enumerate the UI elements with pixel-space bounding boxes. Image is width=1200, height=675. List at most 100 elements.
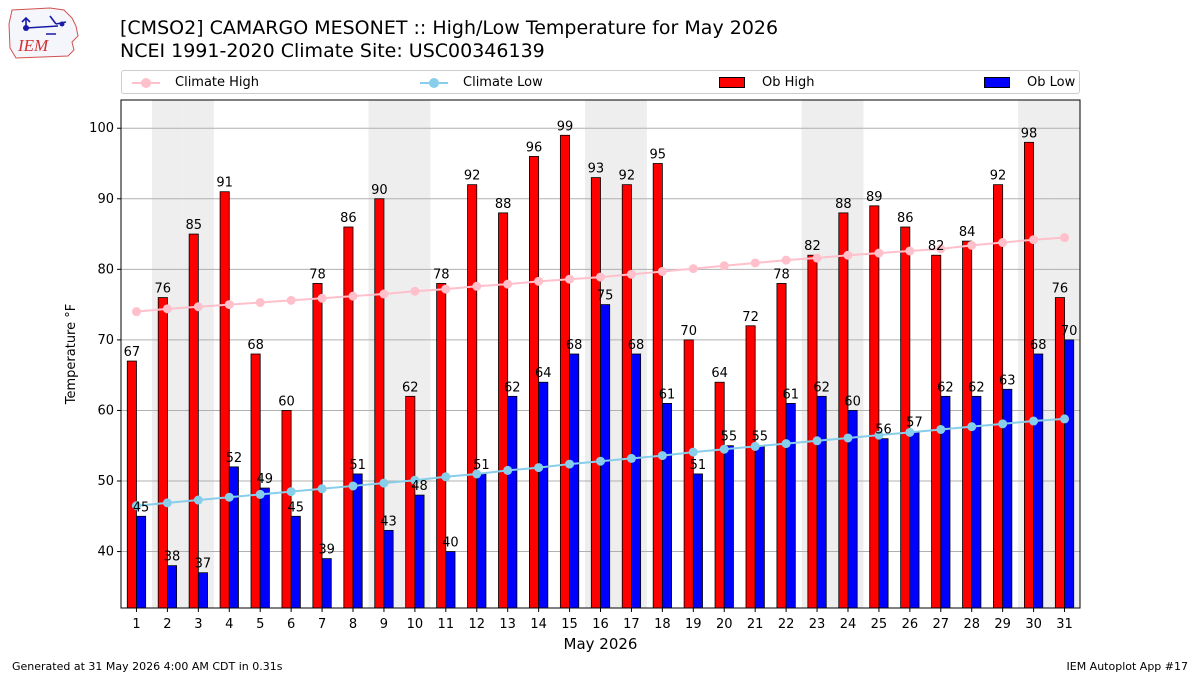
climate-low-point xyxy=(750,441,760,451)
ob-high-label: 76 xyxy=(155,282,172,297)
ob-high-label: 64 xyxy=(711,366,728,381)
ob-high-label: 88 xyxy=(495,197,512,212)
y-tick-label: 100 xyxy=(89,121,114,136)
ob-low-label: 62 xyxy=(813,380,830,395)
app-credit: IEM Autoplot App #17 xyxy=(1066,660,1189,673)
ob-low-bar xyxy=(723,445,734,609)
x-tick-label: 13 xyxy=(499,617,516,632)
chart-legend: Climate High Climate Low Ob High Ob Low xyxy=(121,70,1080,94)
x-tick-label: 11 xyxy=(438,617,455,632)
x-tick-label: 18 xyxy=(654,617,671,632)
x-tick-label: 7 xyxy=(318,617,326,632)
x-tick-label: 29 xyxy=(994,617,1011,632)
climate-low-point xyxy=(348,481,358,491)
climate-high-point xyxy=(565,274,575,284)
climate-low-point xyxy=(503,465,513,475)
ob-high-bar xyxy=(188,233,199,609)
ob-low-bar xyxy=(569,353,580,609)
ob-high-label: 82 xyxy=(804,239,821,254)
climate-high-point xyxy=(255,297,265,307)
x-tick-label: 31 xyxy=(1056,617,1073,632)
ob-low-label: 64 xyxy=(535,366,552,381)
climate-high-point xyxy=(874,248,884,258)
ob-low-bar xyxy=(259,487,270,609)
x-tick-label: 19 xyxy=(685,617,702,632)
ob-high-label: 92 xyxy=(619,169,636,184)
climate-high-point xyxy=(410,286,420,296)
climate-low-point xyxy=(410,475,420,485)
climate-high-point xyxy=(812,253,822,263)
ob-high-bar xyxy=(1023,141,1034,609)
ob-high-bar xyxy=(126,360,137,609)
climate-low-point xyxy=(657,451,667,461)
ob-high-bar xyxy=(529,156,540,609)
ob-high-label: 82 xyxy=(928,239,945,254)
chart-title: [CMSO2] CAMARGO MESONET :: High/Low Temp… xyxy=(120,17,779,39)
x-tick-label: 6 xyxy=(287,617,295,632)
legend-label: Climate High xyxy=(175,75,260,90)
ob-high-bar xyxy=(807,254,818,609)
ob-low-label: 48 xyxy=(411,479,428,494)
ob-high-label: 95 xyxy=(649,148,666,163)
ob-high-bar xyxy=(590,177,601,609)
climate-low-point xyxy=(812,436,822,446)
climate-high-point xyxy=(193,302,203,312)
climate-high-point xyxy=(936,244,946,254)
ob-low-bar xyxy=(507,395,518,609)
climate-high-point xyxy=(967,240,977,250)
climate-high-point xyxy=(503,279,513,289)
climate-low-point xyxy=(843,433,853,443)
ob-high-label: 72 xyxy=(742,310,759,325)
x-tick-label: 2 xyxy=(163,617,171,632)
climate-low-point xyxy=(472,469,482,479)
ob-low-label: 68 xyxy=(628,338,645,353)
climate-low-point xyxy=(224,492,234,502)
climate-high-marker-icon xyxy=(141,78,151,88)
y-tick-label: 80 xyxy=(97,262,114,277)
x-tick-label: 14 xyxy=(530,617,547,632)
ob-high-bar xyxy=(714,381,725,609)
ob-high-label: 89 xyxy=(866,190,883,205)
ob-low-swatch-icon xyxy=(984,77,1010,88)
ob-low-bar xyxy=(167,565,178,609)
climate-low-point xyxy=(781,439,791,449)
climate-high-point xyxy=(224,300,234,310)
climate-high-point xyxy=(348,291,358,301)
climate-low-point xyxy=(534,463,544,473)
climate-high-point xyxy=(998,238,1008,248)
climate-low-point xyxy=(998,419,1008,429)
climate-high-point xyxy=(162,304,172,314)
climate-low-point xyxy=(626,453,636,463)
climate-low-point xyxy=(874,430,884,440)
ob-high-bar xyxy=(993,184,1004,609)
climate-low-point xyxy=(193,495,203,505)
ob-low-bar xyxy=(538,381,549,609)
x-tick-label: 10 xyxy=(407,617,424,632)
ob-low-bar xyxy=(909,431,920,609)
climate-low-point xyxy=(936,424,946,434)
ob-low-bar xyxy=(754,445,765,609)
climate-high-point xyxy=(441,284,451,294)
ob-high-bar xyxy=(683,339,694,609)
ob-low-label: 62 xyxy=(968,380,985,395)
y-tick-label: 70 xyxy=(97,333,114,348)
ob-high-bar xyxy=(621,184,632,609)
ob-low-bar xyxy=(1033,353,1044,609)
ob-high-label: 98 xyxy=(1021,126,1038,141)
x-tick-label: 9 xyxy=(380,617,388,632)
ob-low-label: 75 xyxy=(597,289,614,304)
ob-high-bar xyxy=(838,212,849,609)
x-tick-label: 5 xyxy=(256,617,264,632)
climate-high-point xyxy=(472,281,482,291)
ob-low-bar xyxy=(476,473,487,609)
climate-high-point xyxy=(317,293,327,303)
climate-high-point xyxy=(905,246,915,256)
climate-low-point xyxy=(688,447,698,457)
ob-high-bar xyxy=(498,212,509,609)
legend-label: Ob High xyxy=(762,75,815,90)
ob-low-bar xyxy=(136,515,147,609)
ob-low-label: 62 xyxy=(937,380,954,395)
x-tick-label: 8 xyxy=(349,617,357,632)
ob-high-bar xyxy=(219,191,230,609)
